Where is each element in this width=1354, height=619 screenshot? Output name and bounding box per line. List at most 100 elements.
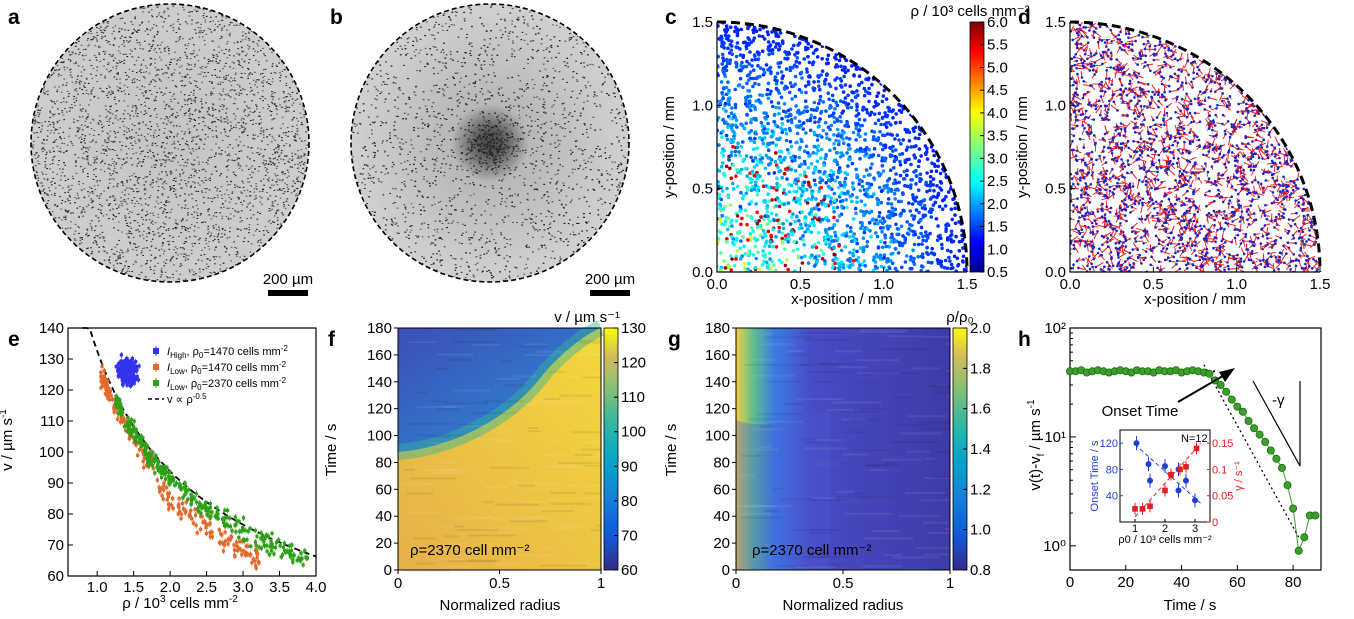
cell-mark [297,180,300,182]
cell-mark [105,109,108,111]
cell-mark [452,180,454,182]
cell-mark [140,265,143,267]
cell-mark [115,65,118,67]
cell-mark [152,238,154,240]
cell-mark [204,19,207,21]
cell-mark [140,72,142,74]
cell-mark [263,184,265,186]
cell-mark [459,266,462,268]
cell-mark [282,224,284,226]
cell-mark [78,227,80,229]
cell-mark [445,163,447,165]
cell-mark [105,150,108,152]
cell-mark [86,39,89,41]
cell-mark [259,115,261,117]
cell-mark [261,203,263,205]
cell-mark [46,178,49,180]
cell-mark [171,187,174,189]
cell-mark [198,170,201,172]
cell-mark [143,101,146,103]
cell-mark [421,263,424,265]
cell-mark [124,29,126,31]
cell-mark [269,187,272,189]
cell-mark [127,41,130,43]
cell-mark [221,27,224,29]
cell-mark [299,103,301,105]
cell-mark [191,140,193,142]
cell-mark [304,153,306,155]
cell-mark [46,168,48,170]
cell-mark [42,151,44,153]
cell-mark [61,227,64,229]
cell-mark [106,252,108,254]
cell-mark [419,228,422,230]
cell-mark [568,39,571,41]
cell-mark [215,153,217,155]
cell-mark [165,212,168,214]
cell-mark [281,212,283,214]
cell-mark [262,131,265,133]
cell-mark [121,231,123,233]
cell-mark [100,152,103,154]
cell-mark [90,199,92,201]
cell-mark [107,136,110,138]
cell-mark [193,159,196,161]
cell-mark [296,124,298,126]
cell-mark [138,190,140,192]
cell-mark [244,72,246,74]
cell-mark [207,266,210,268]
cell-mark [256,51,259,53]
cell-mark [100,38,103,40]
cell-mark [77,127,80,129]
cell-mark [170,73,173,75]
cell-mark [228,153,230,155]
cell-mark [82,171,84,173]
cell-mark [151,16,154,18]
cell-mark [54,128,57,130]
cell-mark [156,91,158,93]
cell-mark [189,271,191,273]
cell-mark [233,215,235,217]
cell-mark [199,27,202,29]
cell-mark [169,173,172,175]
cell-mark [273,184,275,186]
cell-mark [221,16,224,18]
cell-mark [212,40,215,42]
cell-mark [128,187,131,189]
panel-a-label: a [8,6,20,29]
cell-mark [94,36,97,38]
cell-mark [166,201,169,203]
cell-mark [91,252,93,254]
cell-mark [204,138,207,140]
cell-mark [189,227,191,229]
cell-mark [241,204,244,206]
cell-mark [297,150,299,152]
cell-mark [363,178,366,180]
cell-mark [258,154,260,156]
cell-mark [84,125,86,127]
cell-mark [277,209,280,211]
cell-mark [558,150,561,152]
cell-mark [91,250,94,252]
cell-mark [129,53,132,55]
cell-mark [114,253,116,255]
cell-mark [165,171,167,173]
cell-mark [75,62,77,64]
cell-mark [181,65,183,67]
cell-mark [177,204,180,206]
cell-mark [270,161,273,163]
cell-mark [213,274,215,276]
cell-mark [109,149,112,151]
cell-mark [127,236,130,238]
cell-mark [86,248,88,250]
cell-mark [116,86,119,88]
cell-mark [207,225,210,227]
cell-mark [200,98,203,100]
cell-mark [121,270,123,272]
cell-mark [481,271,483,273]
cell-mark [91,227,93,229]
cell-mark [74,45,77,47]
cell-mark [213,255,216,257]
cell-mark [280,223,282,225]
cell-mark [197,7,200,9]
